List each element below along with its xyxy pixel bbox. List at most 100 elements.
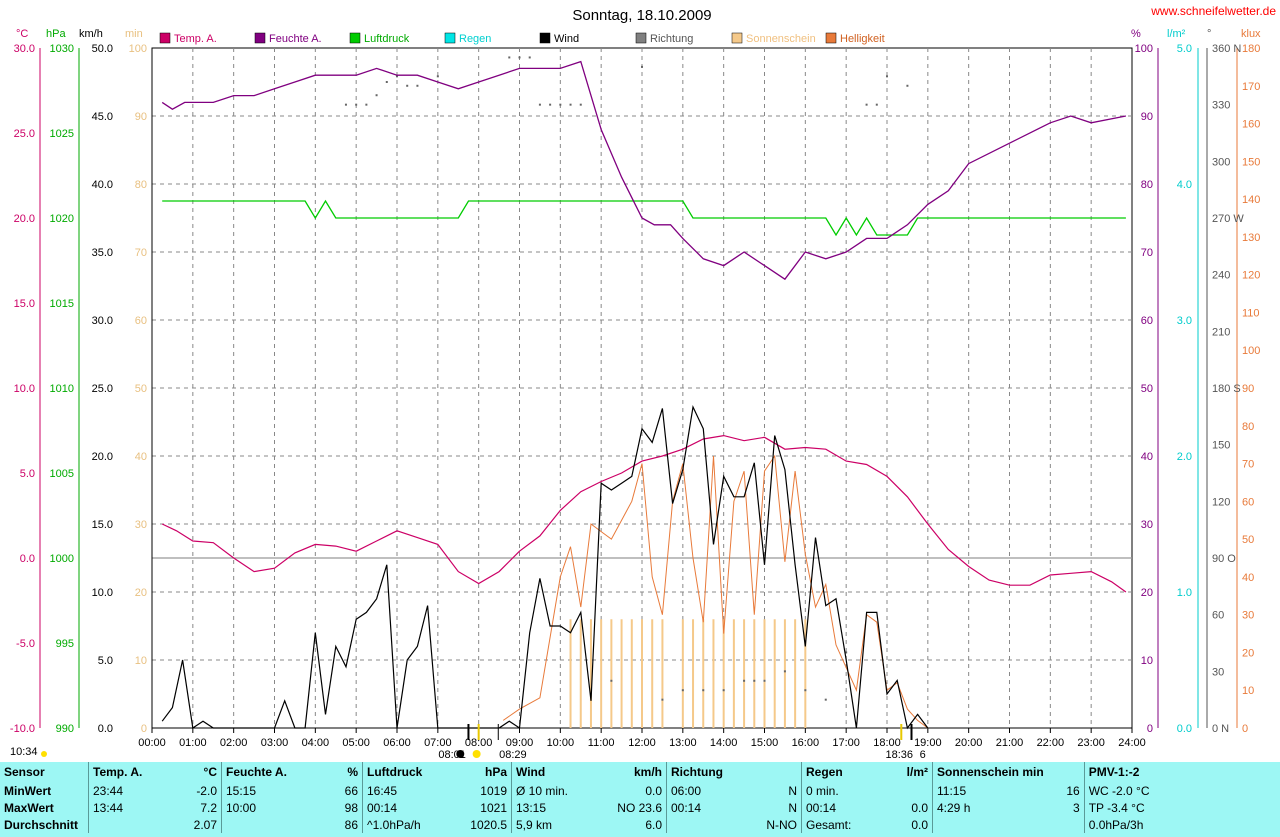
sunrise-label: 08:01: [438, 749, 466, 760]
legend-swatch: [159, 32, 171, 44]
wind-tick-label: 25.0: [92, 383, 113, 395]
axis-unit-label: °: [1207, 28, 1211, 40]
brightness-tick-label: 60: [1242, 496, 1254, 508]
stats-header-cell: Luftdruck: [362, 762, 461, 782]
brightness-tick-label: 20: [1242, 647, 1254, 659]
time-tick-label: 16:00: [792, 737, 820, 749]
direction-tick-label: 0 N: [1212, 723, 1229, 735]
stats-cell: 1021: [480, 800, 507, 815]
axis-unit-label: km/h: [79, 28, 103, 40]
temp-tick-label: 25.0: [14, 128, 35, 140]
brightness-tick-label: 150: [1242, 156, 1260, 168]
pressure-tick-label: 1025: [50, 128, 74, 140]
humidity-tick-label: 70: [1141, 247, 1153, 259]
rain-tick-label: 0.0: [1177, 723, 1192, 735]
sun-tick-label: 30: [135, 519, 147, 531]
stats-cell: MaxWert: [4, 800, 54, 815]
sun-tick-label: 70: [135, 247, 147, 259]
stats-header-cell: km/h: [633, 765, 662, 779]
legend-label: Temp. A.: [174, 33, 217, 45]
time-tick-label: 10:00: [547, 737, 575, 749]
time-tick-label: 20:00: [955, 737, 983, 749]
temp-tick-label: 30.0: [14, 43, 35, 55]
stats-cell: 0.0: [645, 783, 662, 798]
legend-swatch: [349, 32, 361, 44]
brightness-tick-label: 130: [1242, 232, 1260, 244]
legend-label: Richtung: [650, 33, 693, 45]
stats-header-cell: °C: [203, 765, 217, 779]
direction-point: [824, 698, 827, 701]
legend: Temp. A. Feuchte A. Luftdruck Regen Wind Rich…: [159, 32, 885, 45]
stats-cell: 13:15: [511, 799, 600, 816]
axis-unit-label: min: [125, 28, 143, 40]
stats-header-cell: Sensor: [4, 765, 45, 779]
stats-header-cell: Sonnenschein min: [931, 762, 1048, 782]
axis-unit-label: hPa: [46, 28, 66, 40]
direction-point: [528, 56, 531, 59]
direction-point: [783, 670, 786, 673]
wind-line: [161, 404, 929, 730]
brightness-tick-label: 30: [1242, 610, 1254, 622]
direction-tick-label: 150: [1212, 440, 1230, 452]
direction-point: [702, 689, 705, 692]
brightness-tick-label: 170: [1242, 81, 1260, 93]
time-note: 10:34: [10, 746, 38, 758]
wind-tick-label: 10.0: [92, 587, 113, 599]
stats-cell: 16: [1066, 783, 1080, 798]
direction-point: [436, 75, 439, 78]
direction-point: [406, 84, 409, 87]
time-tick-label: 03:00: [261, 737, 289, 749]
direction-point: [804, 689, 807, 692]
time-tick-label: 18:00: [873, 737, 901, 749]
pressure-tick-label: 1030: [50, 43, 74, 55]
stats-cell: [874, 782, 933, 799]
brightness-tick-label: 40: [1242, 572, 1254, 584]
legend-swatch: [444, 32, 456, 44]
axis-unit-label: l/m²: [1167, 28, 1186, 40]
direction-tick-label: 210: [1212, 326, 1230, 338]
direction-point: [385, 81, 388, 83]
stats-cell: 23:44: [88, 782, 169, 799]
legend-label: Luftdruck: [364, 33, 410, 45]
direction-point: [396, 75, 398, 78]
sun-tick-label: 0: [141, 723, 147, 735]
direction-point: [549, 103, 552, 106]
stats-cell: [666, 816, 755, 833]
brightness-tick-label: 110: [1242, 307, 1260, 319]
brightness-tick-label: 80: [1242, 421, 1254, 433]
brightness-tick-label: 140: [1242, 194, 1260, 206]
direction-tick-label: 90 O: [1212, 553, 1236, 565]
stats-header-cell: Richtung: [666, 762, 755, 782]
direction-tick-label: 60: [1212, 610, 1224, 622]
direction-point: [375, 94, 378, 97]
stats-row: MinWert 23:44 -2.0 15:15 66 16:45 1019 Ø 10 min…: [0, 782, 1213, 799]
stats-cell: [1048, 816, 1085, 833]
direction-point: [569, 103, 572, 106]
chart-axes: 30.025.020.015.010.05.00.0-5.0-10.010301…: [10, 28, 1261, 749]
pressure-tick-label: 1010: [50, 383, 74, 395]
stats-cell: 7.2: [200, 800, 217, 815]
stats-cell: NO 23.6: [617, 800, 662, 815]
legend-label: Sonnenschein: [746, 33, 816, 45]
stats-cell: 98: [344, 800, 358, 815]
stats-cell: N: [788, 800, 797, 815]
legend-label: Regen: [459, 33, 491, 45]
humidity-tick-label: 10: [1141, 655, 1153, 667]
direction-tick-label: 30: [1212, 666, 1224, 678]
direction-tick-label: 180 S: [1212, 383, 1241, 395]
time-tick-label: 02:00: [220, 737, 248, 749]
wind-tick-label: 30.0: [92, 315, 113, 327]
temp-tick-label: -10.0: [10, 723, 35, 735]
legend-swatch: [539, 32, 551, 44]
direction-point: [518, 56, 521, 59]
legend-swatch: [825, 32, 837, 44]
axis-unit-label: klux: [1241, 28, 1261, 40]
website-link[interactable]: www.schneifelwetter.de: [1151, 4, 1276, 18]
rain-tick-label: 5.0: [1177, 43, 1192, 55]
time-tick-label: 21:00: [996, 737, 1024, 749]
chart-title: Sonntag, 18.10.2009: [572, 7, 711, 24]
stats-cell: 1020.5: [470, 817, 507, 832]
direction-point: [681, 689, 684, 692]
humidity-tick-label: 40: [1141, 451, 1153, 463]
wind-tick-label: 0.0: [98, 723, 113, 735]
